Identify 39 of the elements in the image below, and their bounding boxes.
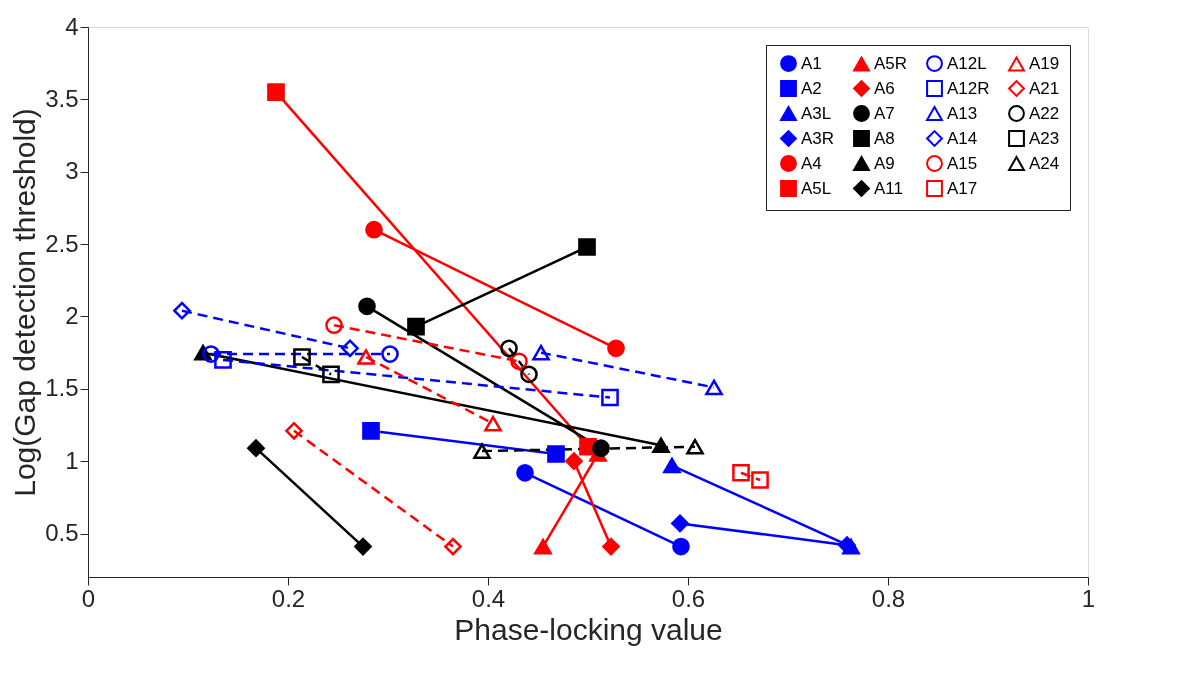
legend-label: A3L	[801, 103, 832, 123]
legend-label: A12L	[947, 53, 987, 73]
legend-label: A24	[1029, 153, 1060, 173]
legend-label: A1	[801, 53, 822, 73]
y-tick-label: 2	[65, 301, 79, 329]
legend-label: A4	[801, 153, 822, 173]
y-tick-label: 1.5	[45, 374, 79, 402]
x-tick-label: 0.8	[871, 584, 906, 612]
legend-label: A21	[1029, 78, 1060, 98]
legend-label: A15	[947, 153, 978, 173]
legend-label: A7	[874, 103, 895, 123]
legend-label: A6	[874, 78, 895, 98]
legend-label: A23	[1029, 128, 1060, 148]
legend-label: A12R	[947, 78, 990, 98]
y-tick-label: 1	[65, 446, 79, 474]
y-tick-label: 0.5	[45, 519, 79, 547]
legend-label: A2	[801, 78, 822, 98]
x-tick-label: 0.6	[671, 584, 706, 612]
y-tick-label: 3	[65, 157, 79, 185]
x-tick-label: 0	[81, 584, 96, 612]
y-tick-label: 4	[65, 12, 79, 40]
legend-label: A13	[947, 103, 978, 123]
legend-label: A22	[1029, 103, 1060, 123]
legend-label: A3R	[801, 128, 835, 148]
y-axis-title: Log(Gap detection threshold)	[8, 108, 42, 497]
x-tick-label: 1	[1081, 584, 1096, 612]
x-axis-title: Phase-locking value	[454, 612, 723, 646]
legend-label: A19	[1029, 54, 1060, 74]
legend-label: A14	[947, 128, 978, 148]
legend-label: A5L	[801, 178, 832, 198]
legend-label: A17	[947, 178, 978, 198]
y-tick-label: 2.5	[45, 229, 79, 257]
x-tick-label: 0.4	[471, 584, 506, 612]
legend-label: A8	[874, 128, 895, 148]
y-tick-label: 3.5	[45, 84, 79, 112]
legend-label: A9	[874, 153, 895, 173]
legend-label: A5R	[874, 54, 908, 74]
x-tick-label: 0.2	[271, 584, 306, 612]
legend-label: A11	[874, 178, 903, 198]
